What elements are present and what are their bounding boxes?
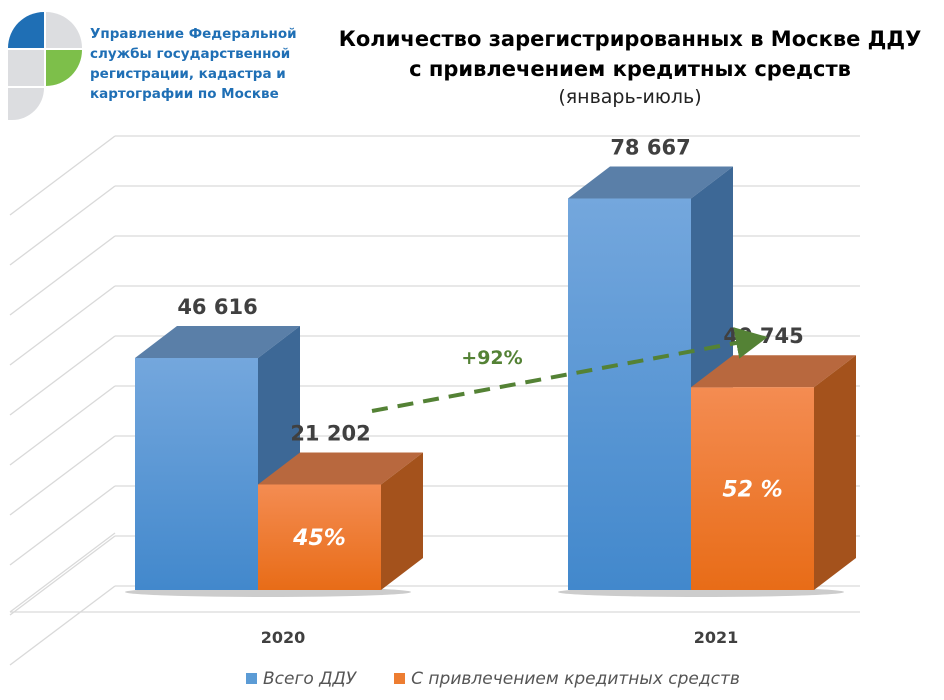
bar-2020-1 (258, 484, 381, 590)
data-label: 21 202 (290, 421, 370, 445)
bar-side (814, 355, 856, 590)
growth-arrow (371, 327, 768, 413)
legend-label: С привлечением кредитных средств (411, 669, 740, 689)
legend-swatch (394, 673, 406, 684)
gridline-side (9, 235, 116, 316)
bar-top (691, 355, 856, 388)
org-line: службы государственной (90, 46, 291, 62)
bar-2021-1 (691, 387, 814, 590)
share-label: 52 % (722, 478, 782, 503)
gridline-side (9, 535, 116, 616)
org-line: регистрации, кадастра и (90, 66, 286, 82)
gridline-side (9, 385, 116, 466)
bar-top (258, 452, 423, 485)
gridline-side (9, 185, 116, 266)
gridline-side (9, 285, 116, 366)
floor-edge (9, 532, 116, 613)
bar-side (381, 452, 423, 590)
bar-2020-0 (135, 358, 258, 590)
gridline-side (9, 135, 116, 216)
bar-top (135, 326, 300, 358)
growth-label: +92% (461, 347, 522, 369)
gridline-side (9, 435, 116, 516)
bar-2021-0 (568, 198, 691, 591)
gridline-side (9, 485, 116, 566)
legend: Всего ДДУ С привлечением кредитных средс… (246, 669, 740, 689)
org-line: Управление Федеральной (90, 26, 297, 42)
share-label: 45% (292, 526, 346, 551)
legend-swatch (246, 673, 257, 684)
title-line: с привлечением кредитных средств (409, 57, 851, 81)
organization-name: Управление Федеральной службы государств… (90, 24, 297, 104)
legend-item-credit: С привлечением кредитных средств (394, 669, 740, 689)
bar-top (568, 166, 733, 199)
org-line: картографии по Москве (90, 86, 279, 102)
legend-label: Всего ДДУ (263, 669, 357, 689)
category-label: 2021 (694, 628, 739, 647)
rosreestr-logo (8, 12, 88, 120)
title-line: Количество зарегистрированных в Москве Д… (338, 27, 922, 51)
gridline-side (9, 335, 116, 416)
chart-subtitle: (январь-июль) (558, 86, 702, 108)
chart-title: Количество зарегистрированных в Москве Д… (330, 24, 930, 84)
gridline-side (9, 585, 116, 666)
legend-item-total: Всего ДДУ (246, 669, 356, 689)
data-label: 78 667 (610, 135, 690, 159)
category-label: 2020 (261, 628, 306, 647)
data-label: 46 616 (177, 295, 257, 319)
